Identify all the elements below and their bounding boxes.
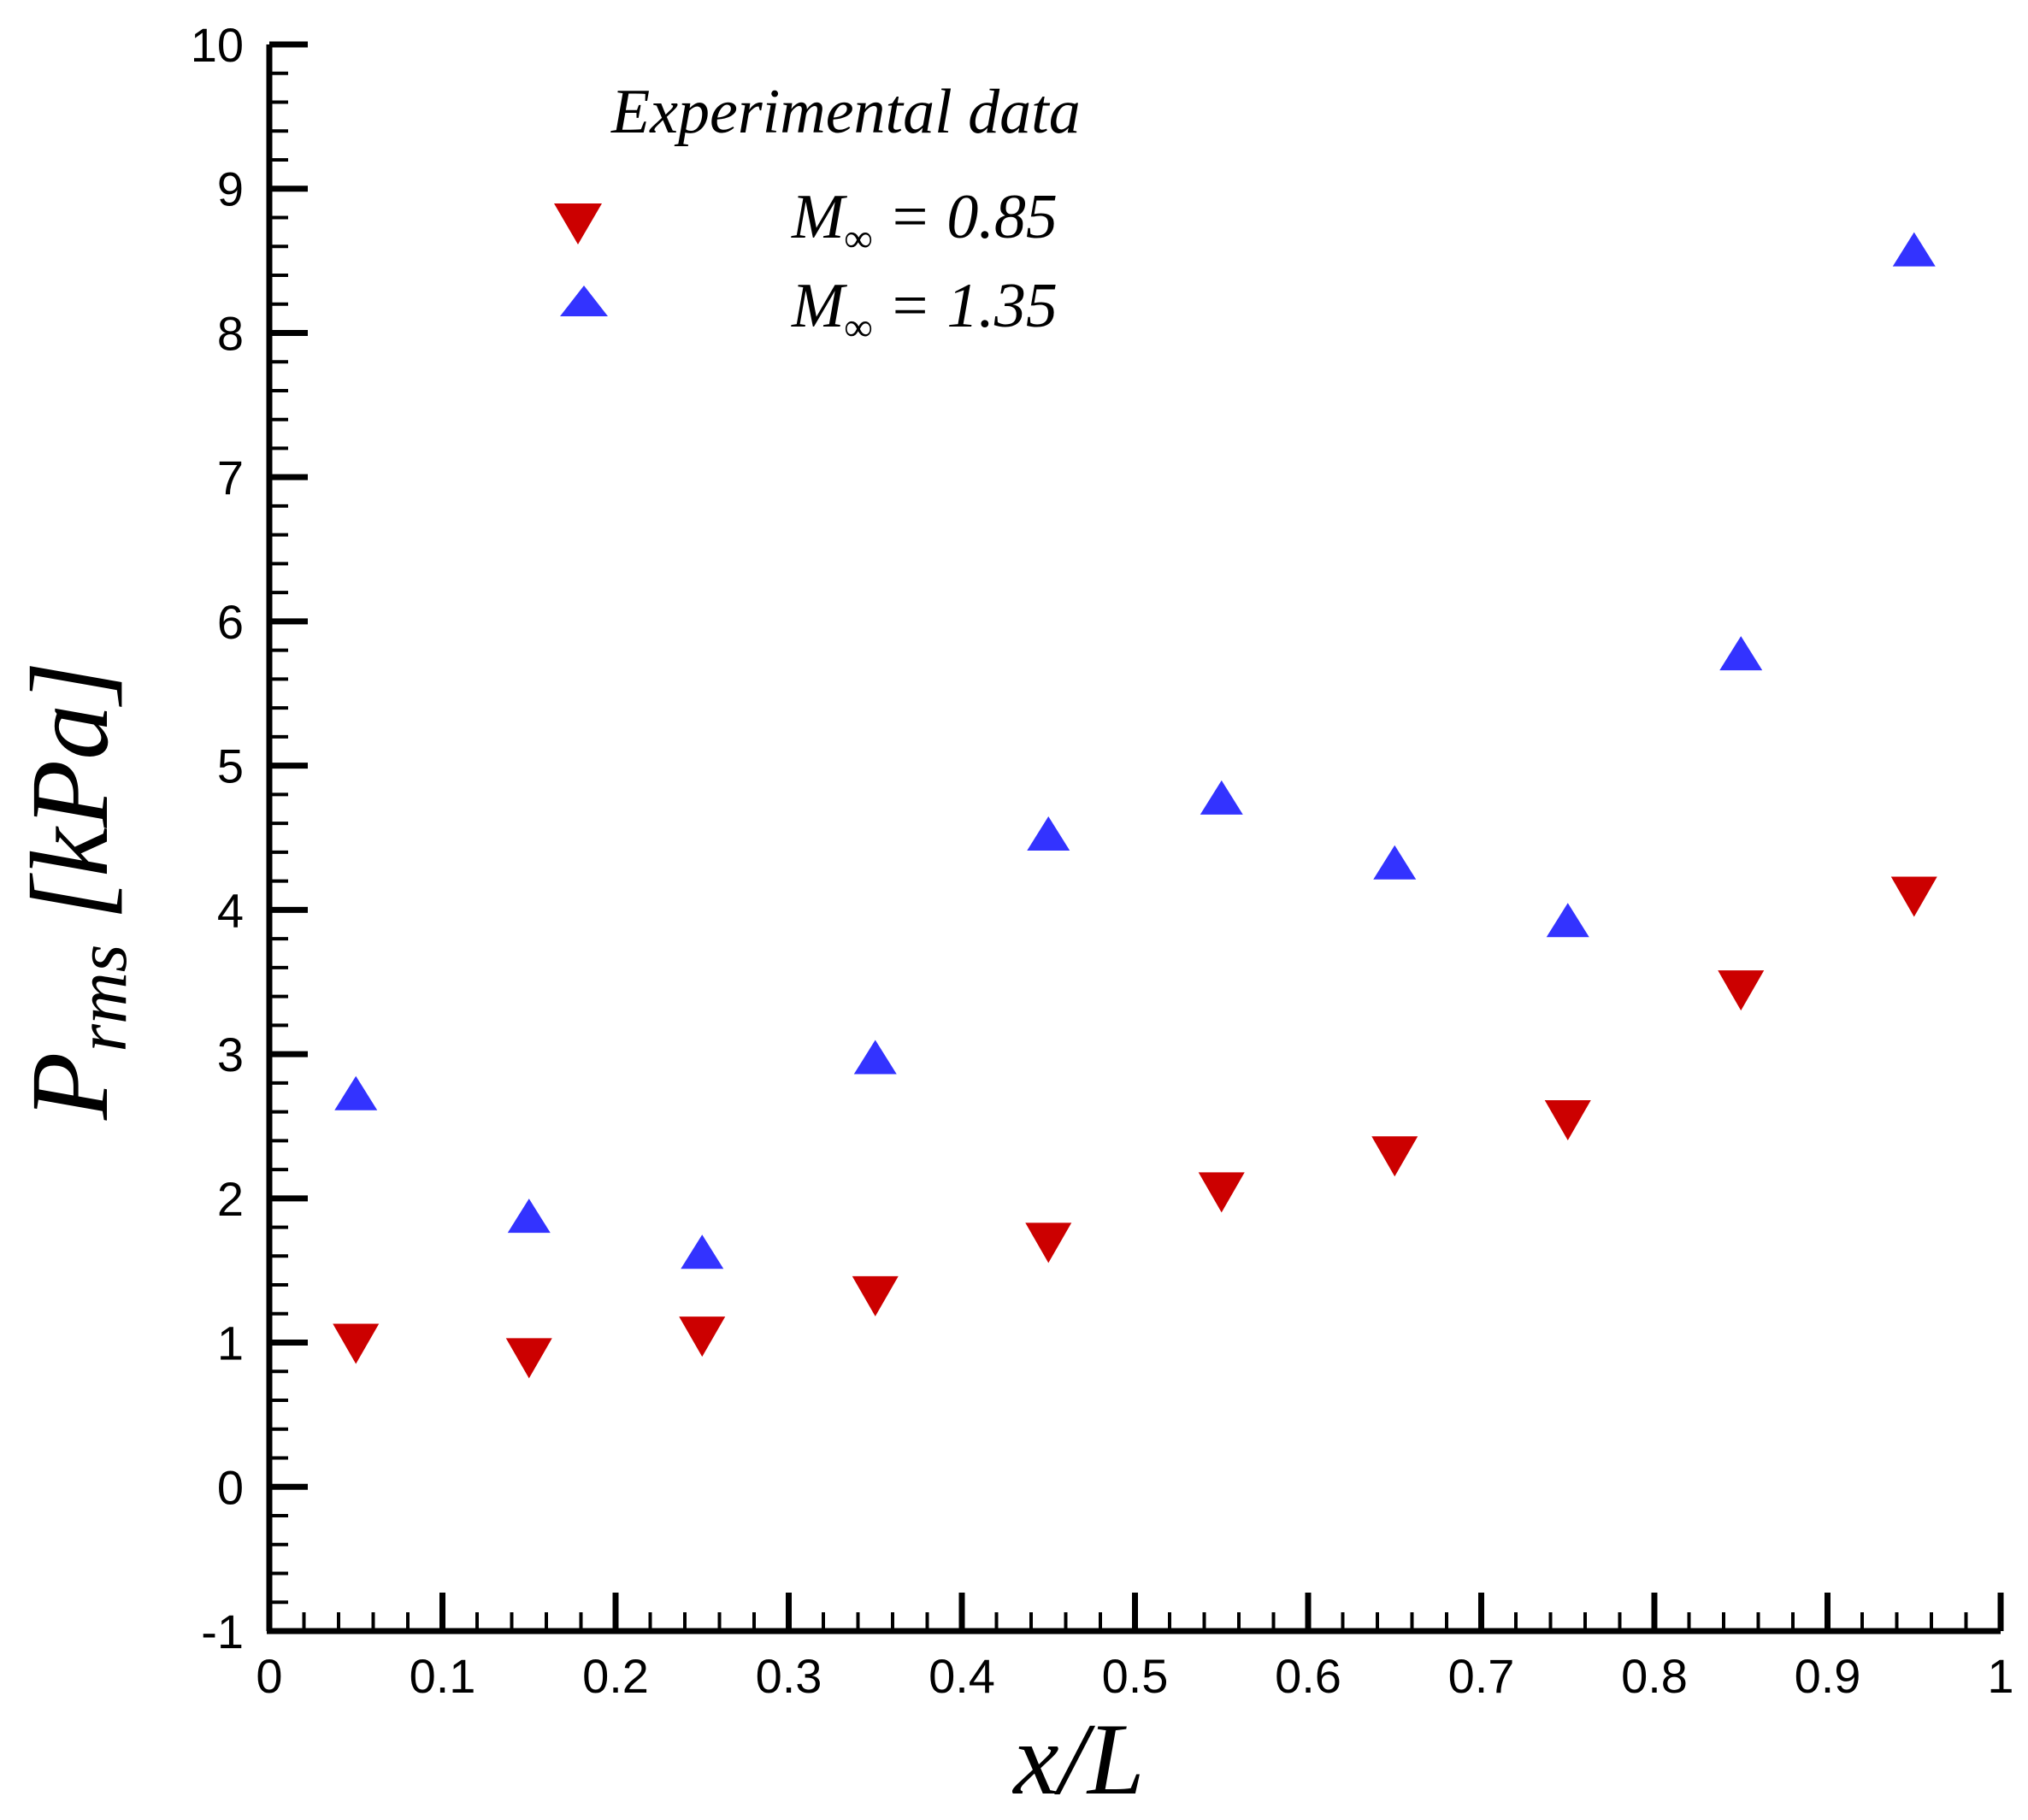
marker-m135-9 bbox=[1719, 636, 1763, 671]
x-tick-label: 0.9 bbox=[1795, 1649, 1861, 1703]
legend-label-m085: M∞ = 0.85 bbox=[791, 182, 1058, 260]
x-tick-label: 0.2 bbox=[582, 1649, 649, 1703]
marker-m085-3 bbox=[679, 1316, 726, 1358]
y-tick-label: 5 bbox=[217, 739, 244, 793]
legend-title: Experimental data bbox=[610, 77, 1081, 147]
data-markers bbox=[333, 232, 1937, 1379]
marker-m085-8 bbox=[1544, 1100, 1591, 1141]
marker-m135-6 bbox=[1200, 780, 1243, 815]
legend-label-m135-base: M bbox=[791, 271, 848, 341]
y-tick-label: 7 bbox=[217, 451, 244, 504]
marker-m085-7 bbox=[1371, 1136, 1418, 1177]
axes bbox=[266, 44, 2001, 1634]
marker-m085-6 bbox=[1198, 1172, 1245, 1213]
legend-label-m085-sub: ∞ bbox=[845, 216, 873, 260]
legend-label-m135-rest: = 1.35 bbox=[872, 271, 1057, 341]
y-tick-label: 4 bbox=[217, 883, 244, 937]
marker-m085-1 bbox=[333, 1323, 380, 1364]
legend: Experimental data M∞ = 0.85 M∞ = 1.35 bbox=[554, 77, 1081, 349]
marker-m085-2 bbox=[505, 1338, 552, 1379]
legend-marker-triangle-up bbox=[560, 286, 608, 316]
legend-entry-m085: M∞ = 0.85 bbox=[554, 182, 1058, 260]
y-axis-title-base: P bbox=[9, 1052, 132, 1121]
x-tick-label: 0 bbox=[256, 1649, 282, 1703]
x-axis-ticks: 0 0.1 0.2 0.3 0.4 0.5 0.6 0.7 0.8 0.9 1 bbox=[256, 1593, 2014, 1703]
x-tick-label: 0.6 bbox=[1275, 1649, 1341, 1703]
y-tick-label: 9 bbox=[217, 162, 244, 216]
y-tick-label: -1 bbox=[201, 1605, 244, 1658]
y-tick-label: 1 bbox=[217, 1316, 244, 1370]
marker-m135-8 bbox=[1546, 903, 1589, 938]
legend-label-m085-rest: = 0.85 bbox=[872, 182, 1057, 252]
x-tick-label: 0.7 bbox=[1448, 1649, 1515, 1703]
y-tick-label: 10 bbox=[191, 18, 244, 72]
marker-m135-1 bbox=[334, 1075, 378, 1110]
marker-m135-10 bbox=[1892, 232, 1936, 267]
legend-marker-triangle-down bbox=[554, 203, 602, 244]
marker-m085-9 bbox=[1718, 970, 1765, 1011]
marker-m135-3 bbox=[681, 1234, 724, 1269]
marker-m135-7 bbox=[1373, 845, 1417, 880]
x-tick-label: 0.1 bbox=[410, 1649, 476, 1703]
x-tick-label: 0.8 bbox=[1621, 1649, 1688, 1703]
x-tick-label: 0.5 bbox=[1102, 1649, 1169, 1703]
marker-m135-4 bbox=[853, 1040, 897, 1075]
y-tick-label: 6 bbox=[217, 595, 244, 649]
y-tick-label: 0 bbox=[217, 1460, 244, 1514]
legend-entry-m135: M∞ = 1.35 bbox=[560, 271, 1058, 349]
x-tick-label: 1 bbox=[1987, 1649, 2013, 1703]
y-tick-label: 2 bbox=[217, 1172, 244, 1226]
y-axis-ticks: -1 0 1 2 3 4 5 6 7 8 9 10 bbox=[191, 18, 308, 1658]
y-tick-label: 3 bbox=[217, 1028, 244, 1081]
x-axis-title: x/L bbox=[1011, 1702, 1144, 1816]
x-tick-label: 0.4 bbox=[929, 1649, 995, 1703]
marker-m085-10 bbox=[1890, 876, 1937, 917]
y-axis-title-subscript: rms bbox=[62, 945, 142, 1052]
marker-m085-4 bbox=[852, 1275, 899, 1316]
marker-m135-5 bbox=[1027, 816, 1070, 851]
y-tick-label: 8 bbox=[217, 306, 244, 360]
x-tick-label: 0.3 bbox=[756, 1649, 822, 1703]
marker-m135-2 bbox=[507, 1199, 551, 1234]
marker-m085-5 bbox=[1025, 1222, 1072, 1263]
legend-label-m135-sub: ∞ bbox=[845, 305, 873, 349]
y-axis-title-unit: [kPa] bbox=[9, 661, 132, 920]
y-axis-title: Prms [kPa] bbox=[9, 661, 142, 1121]
legend-label-m135: M∞ = 1.35 bbox=[791, 271, 1058, 349]
legend-label-m085-base: M bbox=[791, 182, 848, 252]
